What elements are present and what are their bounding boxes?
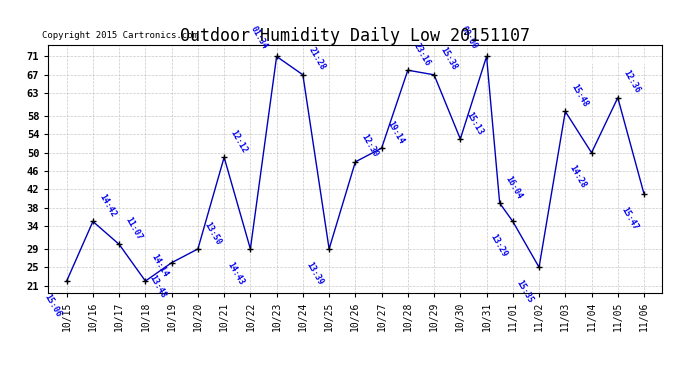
Text: 16:04: 16:04	[504, 174, 524, 200]
Text: 14:28: 14:28	[567, 164, 587, 190]
Text: 13:29: 13:29	[489, 232, 509, 259]
Text: 23:16: 23:16	[412, 41, 433, 68]
Text: 14:42: 14:42	[97, 192, 117, 219]
Text: 12:36: 12:36	[622, 69, 642, 95]
Text: 15:35: 15:35	[515, 278, 535, 304]
Text: Copyright 2015 Cartronics.com: Copyright 2015 Cartronics.com	[42, 31, 198, 40]
Text: 00:00: 00:00	[459, 25, 479, 51]
Text: 21:28: 21:28	[307, 46, 327, 72]
Text: 15:47: 15:47	[620, 205, 640, 231]
Text: 11:07: 11:07	[124, 216, 144, 242]
Text: 15:48: 15:48	[569, 82, 590, 109]
Text: 15:13: 15:13	[464, 110, 485, 136]
Text: 15:06: 15:06	[42, 292, 63, 318]
Text: 13:50: 13:50	[202, 220, 222, 246]
Text: 19:14: 19:14	[386, 119, 406, 146]
Text: 14:14: 14:14	[150, 252, 170, 278]
Title: Outdoor Humidity Daily Low 20151107: Outdoor Humidity Daily Low 20151107	[180, 27, 531, 45]
Text: 13:39: 13:39	[305, 260, 325, 286]
Text: 13:48: 13:48	[147, 274, 168, 300]
Text: 14:43: 14:43	[226, 260, 246, 286]
Text: 12:12: 12:12	[228, 128, 248, 154]
Text: 01:34: 01:34	[249, 25, 269, 51]
Text: 12:30: 12:30	[359, 133, 380, 159]
Text: 15:38: 15:38	[438, 46, 459, 72]
